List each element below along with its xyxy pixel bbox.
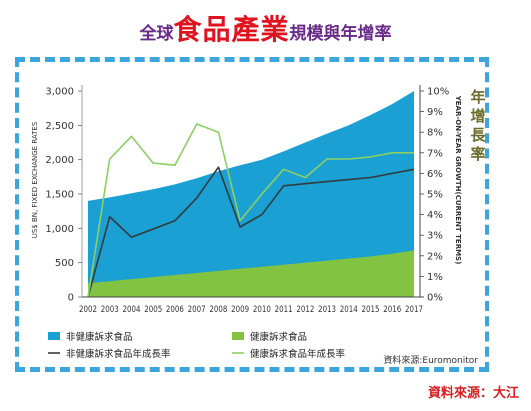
area-series-1 <box>88 250 414 297</box>
right-axis-label: YEAR-ON-YEAR GROWTH(CURRENT TERMS) <box>454 95 462 265</box>
legend-label: 非健康訴求食品年成長率 <box>66 348 171 360</box>
right-tick-label: 10% <box>427 87 449 98</box>
chart-source: 資料來源:Euromonitor <box>383 354 478 366</box>
title-prefix: 全球 <box>139 24 174 44</box>
x-tick-label: 2015 <box>362 305 380 315</box>
x-tick-label: 2004 <box>122 305 140 315</box>
right-tick-label: 4% <box>427 210 443 221</box>
right-tick-label: 0% <box>427 293 443 304</box>
title-suffix: 規模與年增率 <box>289 24 392 44</box>
x-tick-label: 2005 <box>144 305 162 315</box>
legend-label: 健康訴求食品 <box>250 331 307 343</box>
legend-swatch <box>232 332 244 340</box>
area-series-0 <box>88 91 414 297</box>
right-tick-label: 1% <box>427 272 443 283</box>
line-series-3 <box>87 123 414 298</box>
x-tick-label: 2017 <box>405 305 423 315</box>
x-tick-label: 2014 <box>340 305 358 315</box>
x-tick-label: 2006 <box>166 305 184 315</box>
right-axis-chinese-char: 長 <box>470 126 486 144</box>
legend-swatch <box>48 332 60 340</box>
right-tick-label: 2% <box>427 251 443 262</box>
area-series-group <box>88 91 414 297</box>
x-tick-label: 2002 <box>79 305 97 315</box>
x-tick-label: 2012 <box>296 305 314 315</box>
right-tick-label: 7% <box>427 148 443 159</box>
x-tick-label: 2010 <box>253 305 271 315</box>
right-axis-chinese-char: 增 <box>470 107 485 125</box>
source-note: 資料來源：大江 <box>427 386 519 401</box>
x-tick-label: 2007 <box>188 305 206 315</box>
line-series-group <box>87 123 415 298</box>
left-tick-label: 1,000 <box>45 224 74 235</box>
right-tick-label: 8% <box>427 128 443 139</box>
x-tick-label: 2016 <box>383 305 401 315</box>
right-tick-label: 9% <box>427 107 443 118</box>
left-tick-label: 500 <box>55 258 74 269</box>
x-tick-label: 2003 <box>101 305 119 315</box>
right-axis-chinese-char: 率 <box>470 145 485 163</box>
right-tick-label: 6% <box>427 169 443 180</box>
axes-group: 0 500 1,000 1,500 2,000 2,500 3,000 0% 1% 2% 3% 4% 5… <box>45 85 486 315</box>
left-tick-label: 0 <box>68 293 74 304</box>
x-tick-label: 2013 <box>318 305 336 315</box>
x-tick-label: 2011 <box>275 305 293 315</box>
legend-label: 健康訴求食品年成長率 <box>250 348 346 360</box>
x-tick-label: 2008 <box>209 305 227 315</box>
right-axis-chinese-char: 年 <box>470 88 485 106</box>
line-series-2 <box>87 166 415 298</box>
page-title: 全球食品產業規模與年增率 <box>0 8 531 48</box>
title-emphasis: 食品產業 <box>173 13 290 46</box>
left-tick-label: 2,000 <box>45 155 74 166</box>
left-tick-label: 1,500 <box>45 190 74 201</box>
right-tick-label: 3% <box>427 231 443 242</box>
left-tick-label: 2,500 <box>45 121 74 132</box>
left-axis-label: US$ BN, FIXED EXCHANGE RATES <box>31 121 39 238</box>
left-tick-label: 3,000 <box>45 87 74 98</box>
legend-label: 非健康訴求食品 <box>66 331 133 343</box>
right-tick-label: 5% <box>427 190 443 201</box>
x-tick-label: 2009 <box>231 305 249 315</box>
